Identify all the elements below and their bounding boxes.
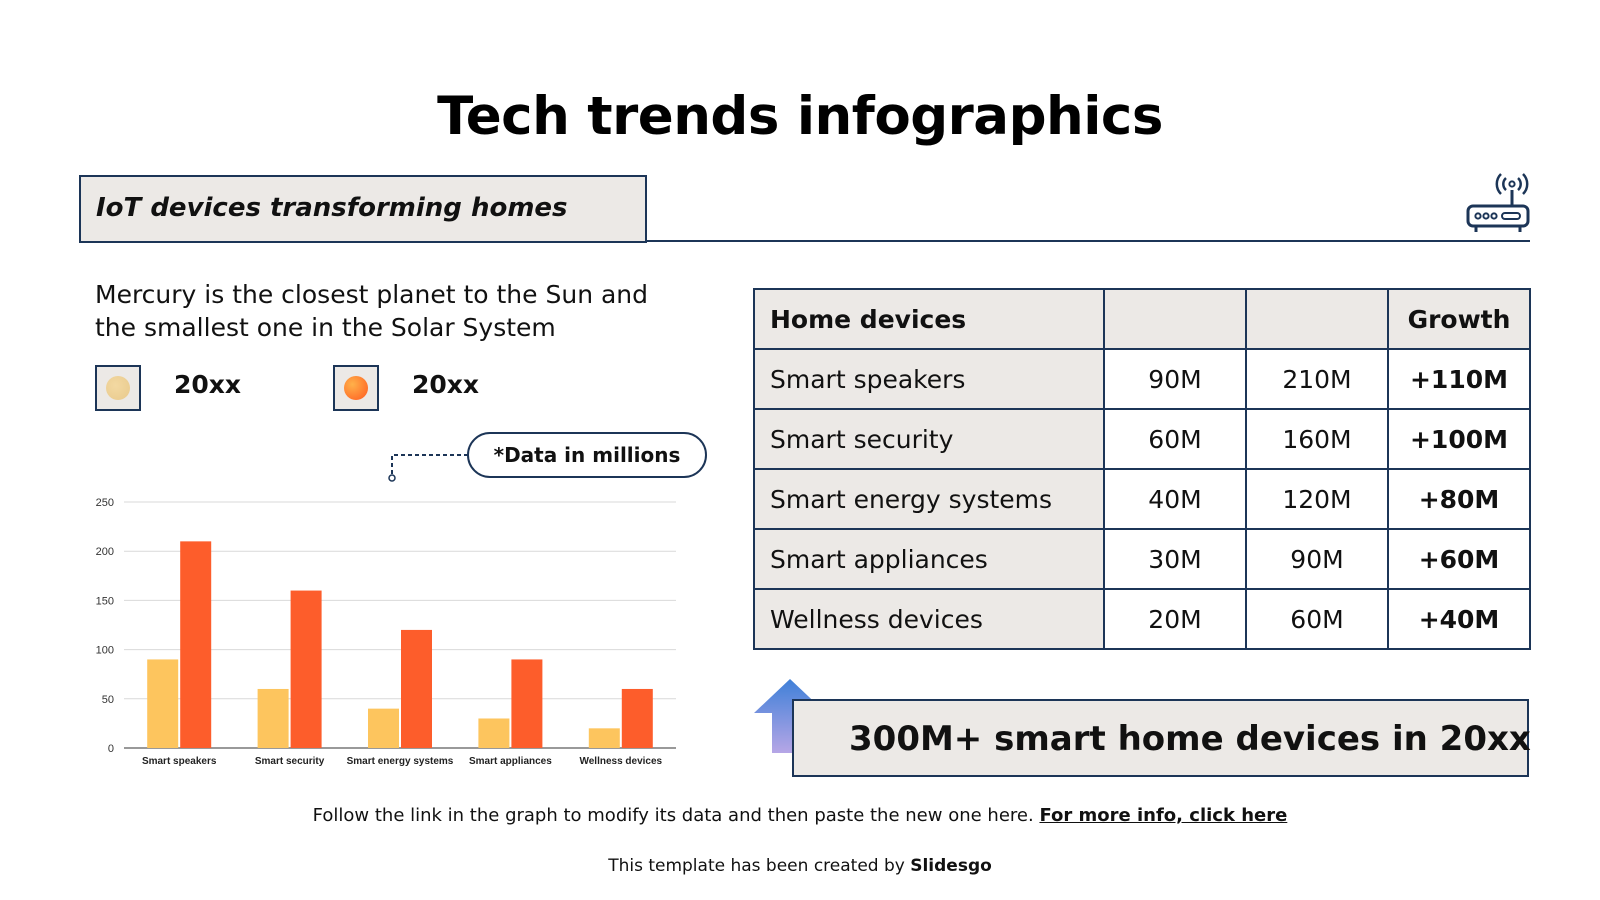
bar-chart: 0 50 100 150 200 250 Smart speakers Smart secur… <box>96 497 676 767</box>
table-row: Wellness devices 20M 60M +40M <box>753 588 1531 650</box>
table-cell-value2: 160M <box>1245 408 1389 470</box>
legend-label-series1: 20xx <box>174 370 242 399</box>
table-cell-growth: +40M <box>1387 588 1531 650</box>
bar-2 <box>511 659 543 748</box>
footer-text: Follow the link in the graph to modify i… <box>312 805 1034 826</box>
credit-line: This template has been created by Slides… <box>0 856 1600 876</box>
credit-prefix: This template has been created by <box>608 856 905 876</box>
table-cell-value2: 120M <box>1245 468 1389 530</box>
bar-1 <box>368 708 399 748</box>
y-tick-label: 0 <box>108 743 114 755</box>
y-tick-label: 100 <box>96 645 114 657</box>
bar-1 <box>147 659 179 748</box>
table-cell-value1: 30M <box>1103 528 1247 590</box>
y-tick-label: 150 <box>96 595 114 607</box>
note-connector <box>388 454 468 482</box>
bar-2 <box>290 590 322 748</box>
credit-brand: Slidesgo <box>910 856 992 876</box>
table-row: Smart energy systems 40M 120M +80M <box>753 468 1531 530</box>
table-cell-label: Wellness devices <box>753 588 1105 650</box>
x-tick-label: Smart security <box>255 756 325 767</box>
more-info-link[interactable]: For more info, click here <box>1039 805 1288 826</box>
legend-label-series2: 20xx <box>412 370 480 399</box>
data-note: *Data in millions <box>467 432 707 478</box>
y-tick-label: 200 <box>96 546 114 558</box>
section-tab-label: IoT devices transforming homes <box>96 193 568 223</box>
x-tick-label: Wellness devices <box>579 756 662 767</box>
table-cell-value1: 90M <box>1103 348 1247 410</box>
table-cell-value1: 40M <box>1103 468 1247 530</box>
table-cell-value2: 60M <box>1245 588 1389 650</box>
bar-1 <box>478 718 510 748</box>
section-divider <box>646 240 1530 242</box>
bar-1 <box>257 688 289 748</box>
table-cell-growth: +60M <box>1387 528 1531 590</box>
table-cell-label: Smart energy systems <box>753 468 1105 530</box>
table-cell-label: Smart appliances <box>753 528 1105 590</box>
table-cell-label: Smart speakers <box>753 348 1105 410</box>
table-cell-value1: 20M <box>1103 588 1247 650</box>
table-header-row: Home devices Growth <box>753 288 1531 350</box>
table-cell-growth: +80M <box>1387 468 1531 530</box>
x-tick-label: Smart speakers <box>142 756 217 767</box>
table-header-swatch-series1 <box>1103 288 1247 350</box>
legend-dot-series2 <box>344 376 368 400</box>
legend-dot-series1 <box>106 376 130 400</box>
data-table: Home devices Growth Smart speakers 90M 2… <box>753 288 1531 650</box>
table-header-label: Home devices <box>753 288 1105 350</box>
bar-1 <box>588 728 620 748</box>
page-title: Tech trends infographics <box>437 86 1163 147</box>
bar-2 <box>401 629 432 748</box>
bar-2 <box>180 541 212 748</box>
table-row: Smart speakers 90M 210M +110M <box>753 348 1531 410</box>
description: Mercury is the closest planet to the Sun… <box>95 280 649 342</box>
table-cell-growth: +110M <box>1387 348 1531 410</box>
footer-note: Follow the link in the graph to modify i… <box>0 805 1600 826</box>
bar-2 <box>621 688 653 748</box>
router-icon <box>1466 173 1530 232</box>
x-tick-label: Smart energy systems <box>347 756 454 767</box>
callout-box: 300M+ smart home devices in 20xx <box>792 699 1531 777</box>
table-row: Smart security 60M 160M +100M <box>753 408 1531 470</box>
callout-text: 300M+ smart home devices in 20xx <box>849 719 1531 759</box>
table-cell-label: Smart security <box>753 408 1105 470</box>
y-tick-label: 50 <box>102 694 114 706</box>
table-header-growth: Growth <box>1387 288 1531 350</box>
table-cell-value2: 90M <box>1245 528 1389 590</box>
table-row: Smart appliances 30M 90M +60M <box>753 528 1531 590</box>
x-tick-label: Smart appliances <box>469 756 552 767</box>
legend-swatch-series2 <box>333 365 379 411</box>
table-header-swatch-series2 <box>1245 288 1389 350</box>
table-cell-growth: +100M <box>1387 408 1531 470</box>
table-cell-value2: 210M <box>1245 348 1389 410</box>
table-cell-value1: 60M <box>1103 408 1247 470</box>
y-tick-label: 250 <box>96 497 114 509</box>
legend-swatch-series1 <box>95 365 141 411</box>
section-tab: IoT devices transforming homes <box>79 175 647 243</box>
